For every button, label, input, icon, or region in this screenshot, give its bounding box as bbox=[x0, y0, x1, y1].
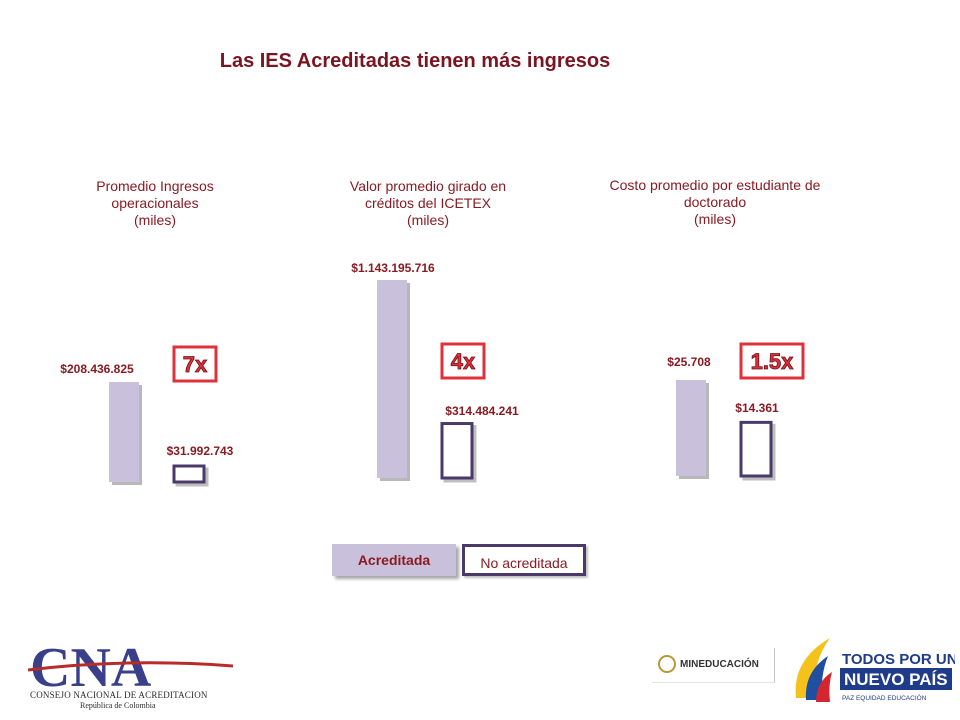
chart-2-title-line: créditos del ICETEX bbox=[364, 195, 492, 211]
chart-3-title: Costo promedio por estudiante de doctora… bbox=[580, 177, 850, 228]
flag-red-shape bbox=[816, 672, 832, 702]
value-label: $31.992.743 bbox=[167, 444, 234, 458]
nuevo-pais-band bbox=[840, 668, 952, 690]
value-label: $208.436.825 bbox=[60, 362, 134, 376]
multiplier-label: 4x bbox=[451, 349, 476, 374]
chart-1-title-line: Promedio Ingresos bbox=[96, 178, 214, 194]
bar-no-acreditada bbox=[440, 422, 474, 480]
todos-line1: TODOS POR UN bbox=[842, 651, 955, 668]
todos-line2: NUEVO PAÍS bbox=[844, 670, 948, 689]
value-label: $25.708 bbox=[667, 355, 711, 369]
multiplier-badge bbox=[172, 345, 218, 383]
multiplier-badge bbox=[440, 342, 486, 380]
chart-1-title-line: operacionales bbox=[111, 195, 199, 211]
cna-logo-text: CNA bbox=[30, 640, 152, 692]
multiplier-label: 7x bbox=[183, 352, 208, 377]
cna-country: República de Colombia bbox=[80, 701, 156, 710]
bar-acreditada bbox=[676, 380, 706, 476]
multiplier-label: 1.5x bbox=[751, 349, 795, 374]
cna-logo: CNA bbox=[28, 640, 234, 692]
multiplier-badge bbox=[739, 342, 805, 380]
page-title-text: Las IES Acreditadas tienen más ingresos bbox=[219, 50, 611, 72]
chart-2-title-line: Valor promedio girado en bbox=[349, 178, 507, 194]
chart-2-title-line: (miles) bbox=[407, 212, 449, 228]
cna-subtitle: CONSEJO NACIONAL DE ACREDITACION bbox=[30, 690, 208, 700]
bar-no-acreditada bbox=[739, 420, 773, 478]
bar-acreditada bbox=[377, 280, 407, 478]
todos-line3: PAZ EQUIDAD EDUCACIÓN bbox=[842, 693, 927, 702]
bar-no-acreditada bbox=[172, 464, 206, 484]
value-label: $1.143.195.716 bbox=[351, 261, 435, 275]
legend-no-acreditada: No acreditada bbox=[462, 544, 586, 576]
page-title: Las IES Acreditadas tienen más ingresos bbox=[0, 50, 960, 73]
bar-acreditada bbox=[109, 382, 139, 482]
chart-3-title-line: (miles) bbox=[694, 211, 736, 227]
chart-3-title-line: Costo promedio por estudiante de bbox=[609, 177, 821, 193]
chart-1-title: Promedio Ingresos operacionales (miles) bbox=[60, 178, 250, 229]
mineducacion-logo: MINEDUCACIÓN bbox=[652, 648, 775, 683]
flag-yellow-shape bbox=[795, 638, 830, 698]
legend-acreditada: Acreditada bbox=[332, 544, 456, 576]
value-label: $14.361 bbox=[735, 401, 779, 415]
chart-1-title-line: (miles) bbox=[134, 212, 176, 228]
colombia-seal-icon bbox=[658, 655, 676, 673]
todos-por-un-nuevo-pais-logo: TODOS POR UN NUEVO PAÍS PAZ EQUIDAD EDUC… bbox=[795, 638, 955, 702]
mineducacion-text: MINEDUCACIÓN bbox=[680, 659, 759, 670]
cna-swoosh bbox=[28, 661, 234, 672]
value-label: $314.484.241 bbox=[445, 404, 519, 418]
chart-2-title: Valor promedio girado en créditos del IC… bbox=[323, 178, 533, 229]
chart-3-title-line: doctorado bbox=[683, 194, 747, 210]
flag-blue-shape bbox=[805, 656, 828, 700]
